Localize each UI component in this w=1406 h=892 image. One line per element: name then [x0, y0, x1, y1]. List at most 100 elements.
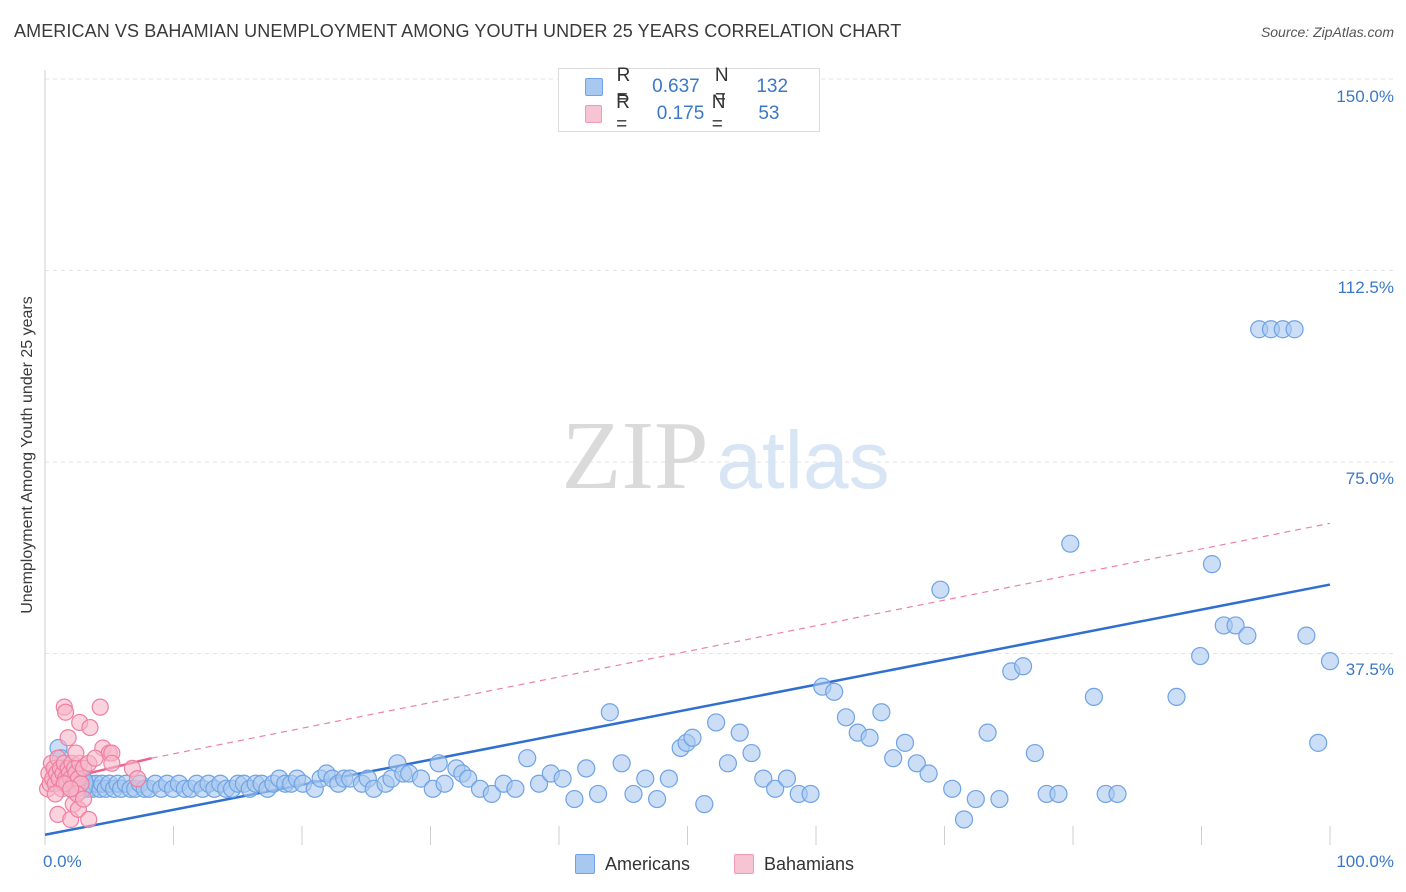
- american-point: [895, 733, 915, 752]
- bahamian-point: [80, 810, 98, 829]
- legend-r-value: 0.175: [656, 103, 705, 124]
- grid-lines: [45, 78, 1395, 654]
- series-legend-bahamians[interactable]: Bahamians: [734, 852, 854, 876]
- american-point: [577, 759, 596, 778]
- american-point: [1320, 652, 1340, 671]
- american-point: [695, 795, 714, 814]
- american-point: [1013, 657, 1033, 676]
- x-tick-min: 0.0%: [43, 852, 82, 871]
- bahamians-swatch: [734, 854, 754, 874]
- legend-r-label: R =: [616, 92, 630, 135]
- bahamian-point: [74, 790, 93, 808]
- american-point: [588, 784, 608, 804]
- american-point: [730, 723, 749, 742]
- american-point: [836, 708, 856, 727]
- american-point: [1285, 320, 1304, 339]
- american-point: [954, 810, 974, 829]
- american-point: [1049, 784, 1068, 804]
- bahamians-points: [38, 698, 147, 829]
- american-point: [754, 769, 773, 788]
- chart-title: AMERICAN VS BAHAMIAN UNEMPLOYMENT AMONG …: [14, 21, 902, 41]
- legend-n-label: N =: [711, 92, 726, 135]
- american-point: [1061, 534, 1080, 553]
- bahamian-point: [59, 729, 77, 747]
- american-point: [777, 769, 797, 788]
- y-tick-37-5: 37.5%: [1345, 660, 1394, 679]
- bahamian-point: [128, 770, 147, 788]
- series-legend-americans[interactable]: Americans: [575, 852, 690, 876]
- american-point: [624, 784, 643, 804]
- legend-n-value: 132: [756, 76, 789, 97]
- source-label: Source: ZipAtlas.com: [1260, 24, 1394, 40]
- bahamian-point: [62, 780, 80, 798]
- american-point: [459, 769, 478, 788]
- american-point: [518, 749, 537, 768]
- american-point: [718, 754, 738, 773]
- american-point: [647, 789, 667, 809]
- y-tick-150: 150.0%: [1336, 87, 1394, 106]
- american-point: [1167, 687, 1186, 707]
- bahamians-swatch: [585, 105, 603, 123]
- american-point: [742, 743, 761, 763]
- legend-row-bahamians: R = 0.175 N = 53: [585, 92, 819, 135]
- american-point: [1191, 646, 1210, 666]
- american-point: [919, 764, 938, 783]
- americans-swatch: [575, 854, 595, 874]
- american-point: [636, 769, 655, 788]
- americans-points: [49, 320, 1340, 829]
- american-point: [600, 703, 619, 722]
- bahamian-point: [86, 749, 104, 767]
- correlation-legend: R = 0.637 N = 132 R = 0.175 N = 53: [558, 65, 820, 135]
- legend-n-value: 53: [758, 103, 780, 124]
- american-point: [659, 769, 678, 788]
- american-point: [506, 779, 525, 798]
- bahamian-point: [67, 744, 85, 762]
- american-point: [860, 728, 879, 747]
- y-tick-112-5: 112.5%: [1337, 278, 1394, 297]
- american-point: [943, 779, 962, 798]
- american-point: [884, 749, 903, 768]
- american-point: [683, 728, 702, 747]
- american-point: [1309, 733, 1328, 752]
- american-point: [766, 779, 785, 798]
- american-point: [1108, 784, 1127, 804]
- legend-r-value: 0.637: [652, 76, 700, 97]
- american-point: [411, 769, 431, 788]
- american-point: [435, 774, 454, 793]
- americans-legend-label: Americans: [605, 853, 691, 874]
- american-point: [907, 754, 926, 773]
- bahamians-trend-extension: [151, 522, 1331, 759]
- bahamian-point: [81, 718, 99, 737]
- american-point: [553, 769, 572, 788]
- american-point: [612, 754, 631, 773]
- american-point: [565, 789, 584, 809]
- american-point: [1202, 555, 1222, 574]
- bahamian-point: [56, 703, 75, 721]
- legend-n-label: N =: [714, 65, 729, 108]
- american-point: [990, 789, 1009, 809]
- watermark-zip: ZIP: [562, 402, 709, 510]
- bahamian-point: [91, 698, 109, 716]
- axes: [44, 70, 1331, 845]
- american-point: [529, 774, 549, 793]
- bahamian-point: [46, 785, 64, 803]
- american-point: [1238, 626, 1257, 645]
- american-point: [1226, 616, 1245, 635]
- watermark-atlas: atlas: [716, 415, 889, 506]
- american-point: [931, 580, 950, 599]
- american-point: [429, 754, 448, 773]
- american-point: [1025, 743, 1044, 763]
- american-point: [966, 789, 985, 809]
- legend-r-label: R =: [616, 65, 631, 108]
- american-point: [872, 703, 891, 722]
- american-point: [1297, 626, 1316, 645]
- bahamians-legend-label: Bahamians: [764, 853, 855, 874]
- american-point: [482, 784, 501, 804]
- y-tick-75: 75.0%: [1345, 469, 1394, 488]
- americans-trend-line: [44, 583, 1331, 837]
- americans-swatch: [585, 78, 603, 96]
- bahamian-point: [103, 754, 121, 772]
- american-point: [801, 784, 820, 804]
- x-tick-max: 100.0%: [1336, 852, 1394, 871]
